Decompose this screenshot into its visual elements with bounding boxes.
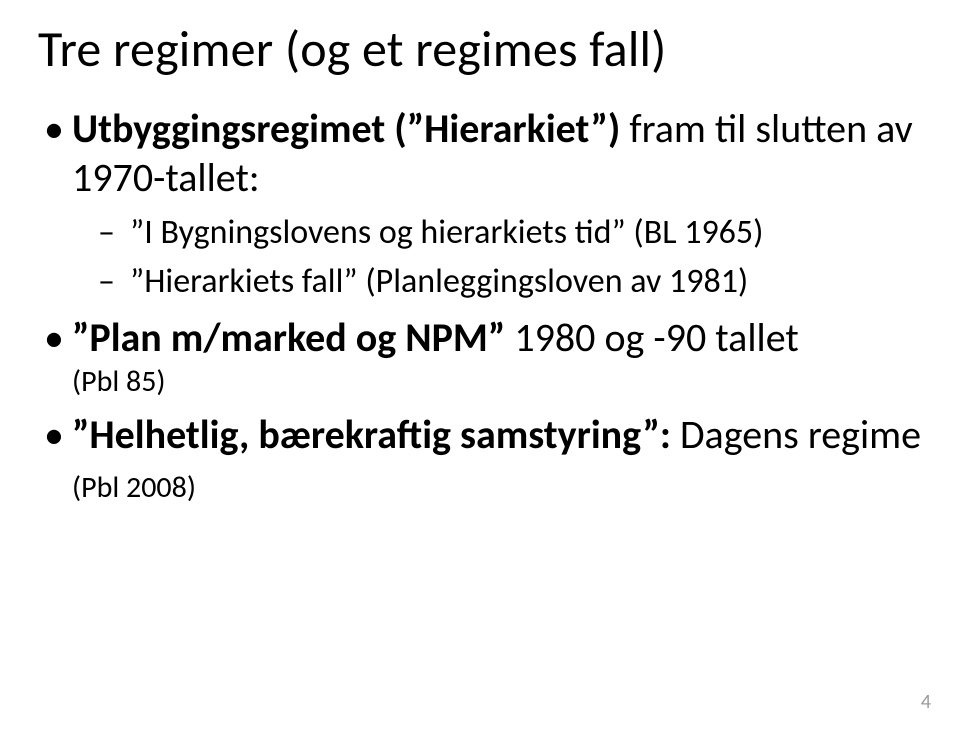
sub-1a-post: (BL 1965) (626, 212, 764, 253)
bullet-item-2: Plan m/marked og NPM 1980 og -90 tallet … (38, 314, 921, 401)
bullet-2-rest: 1980 og -90 tallet (505, 313, 799, 362)
sub-1a-quoted: I Bygningslovens og hierarkiets tid (130, 212, 626, 253)
bullet-3-colon: : (660, 410, 671, 459)
bullet-1-lead-bold: Utbyggingsregimet (Hierarkiet) (72, 104, 620, 153)
sub-1b-post: (Planleggingsloven av 1981) (358, 261, 749, 302)
bullet-3-trail: (Pbl 2008) (72, 469, 196, 506)
bullet-3-rest: Dagens regime (671, 410, 921, 459)
bullet-3-lead: Helhetlig, bærekraftig samstyring (72, 410, 660, 459)
sub-1b-quoted: Hierarkiets fall (130, 261, 358, 302)
bullet-item-1: Utbyggingsregimet (Hierarkiet) fram til … (38, 105, 921, 304)
sub-item-1a: I Bygningslovens og hierarkiets tid (BL … (72, 211, 921, 255)
slide-container: Tre regimer (og et regimes fall) Utbyggi… (0, 0, 959, 730)
bullet-item-3: Helhetlig, bærekraftig samstyring: Dagen… (38, 411, 921, 509)
bullet-1-quoted: Hierarkiet (407, 104, 608, 153)
sub-list-1: I Bygningslovens og hierarkiets tid (BL … (72, 211, 921, 304)
bullet-2-lead: Plan m/marked og NPM (72, 313, 505, 362)
bullet-list: Utbyggingsregimet (Hierarkiet) fram til … (38, 105, 921, 509)
page-number: 4 (921, 690, 931, 714)
slide-title: Tre regimer (og et regimes fall) (38, 22, 921, 77)
bullet-2-note: (Pbl 85) (72, 364, 921, 401)
sub-item-1b: Hierarkiets fall (Planleggingsloven av 1… (72, 260, 921, 304)
